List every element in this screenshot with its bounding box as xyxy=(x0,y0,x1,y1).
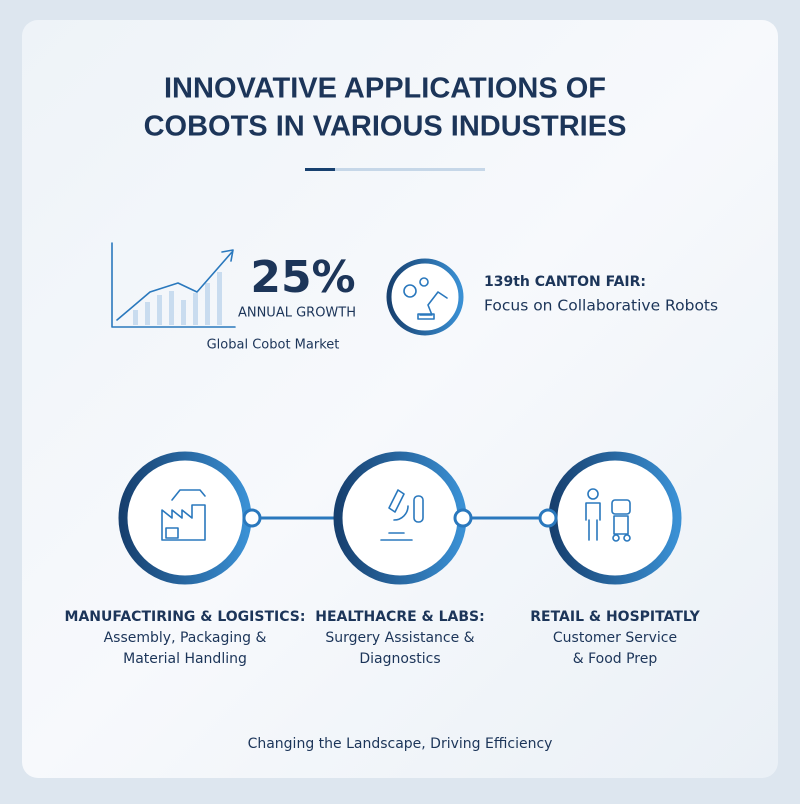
title-line: COBOTS IN VARIOUS INDUSTRIES xyxy=(144,111,627,143)
industry-circle xyxy=(333,451,473,585)
industry-circle xyxy=(118,451,262,585)
industry-description: Diagnostics xyxy=(359,651,440,667)
industry-title: RETAIL & HOSPITATLY xyxy=(530,609,700,625)
industry-circle xyxy=(538,451,682,585)
stat-value: 25% xyxy=(250,252,355,303)
industry-description: Surgery Assistance & xyxy=(325,630,474,646)
industry-description: & Food Prep xyxy=(573,651,658,667)
card xyxy=(22,20,778,778)
underline xyxy=(305,168,335,171)
industry-description: Material Handling xyxy=(123,651,247,667)
growth-icon xyxy=(111,242,236,328)
footer: Changing the Landscape, Driving Efficien… xyxy=(248,736,553,752)
fair-title: 139th CANTON FAIR: xyxy=(484,274,646,290)
stat-label: ANNUAL GROWTH xyxy=(238,306,356,321)
industry-title: MANUFACTIRING & LOGISTICS: xyxy=(65,609,306,625)
title-line: INNOVATIVE APPLICATIONS OF xyxy=(164,73,606,105)
fair-icon xyxy=(386,258,464,336)
industry-title: HEALTHACRE & LABS: xyxy=(315,609,485,625)
stat-caption: Global Cobot Market xyxy=(207,338,340,353)
industry-description: Assembly, Packaging & xyxy=(104,630,267,646)
underline xyxy=(335,168,485,171)
fair-subtitle: Focus on Collaborative Robots xyxy=(484,297,718,315)
industry-description: Customer Service xyxy=(553,630,677,646)
